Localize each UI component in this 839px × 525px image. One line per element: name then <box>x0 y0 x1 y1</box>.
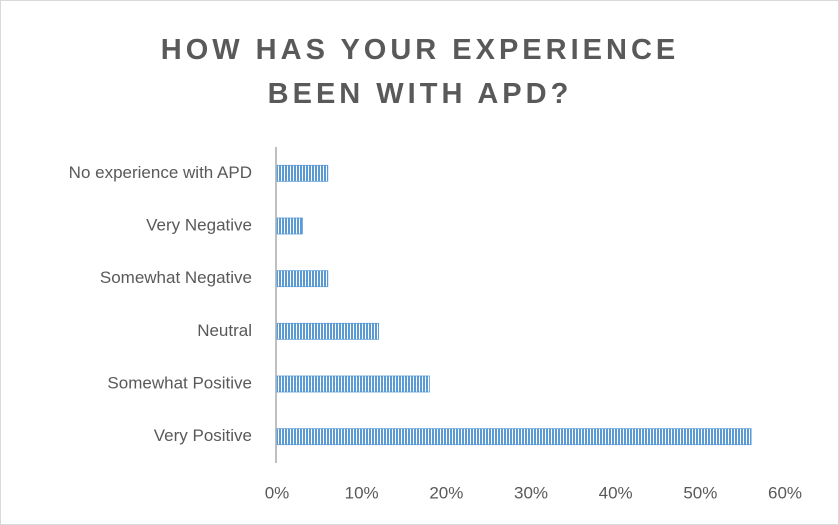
y-tick-label: No experience with APD <box>69 163 252 182</box>
bar <box>276 322 379 340</box>
x-tick-label: 60% <box>768 483 802 502</box>
y-tick-label: Very Negative <box>146 215 252 234</box>
y-tick-label: Somewhat Negative <box>100 268 252 287</box>
bar <box>276 375 430 393</box>
x-tick-label: 20% <box>429 483 463 502</box>
bar <box>276 428 752 446</box>
x-tick-label: 50% <box>683 483 717 502</box>
bar <box>276 164 329 182</box>
x-tick-label: 30% <box>514 483 548 502</box>
x-tick-label: 10% <box>345 483 379 502</box>
x-tick-label: 0% <box>265 483 290 502</box>
y-tick-label: Very Positive <box>154 426 252 445</box>
x-tick-label: 40% <box>599 483 633 502</box>
y-tick-label: Neutral <box>197 321 252 340</box>
y-tick-label: Somewhat Positive <box>107 373 252 392</box>
chart-title: HOW HAS YOUR EXPERIENCE BEEN WITH APD? <box>160 34 680 110</box>
bar <box>276 217 303 235</box>
bar <box>276 270 329 288</box>
